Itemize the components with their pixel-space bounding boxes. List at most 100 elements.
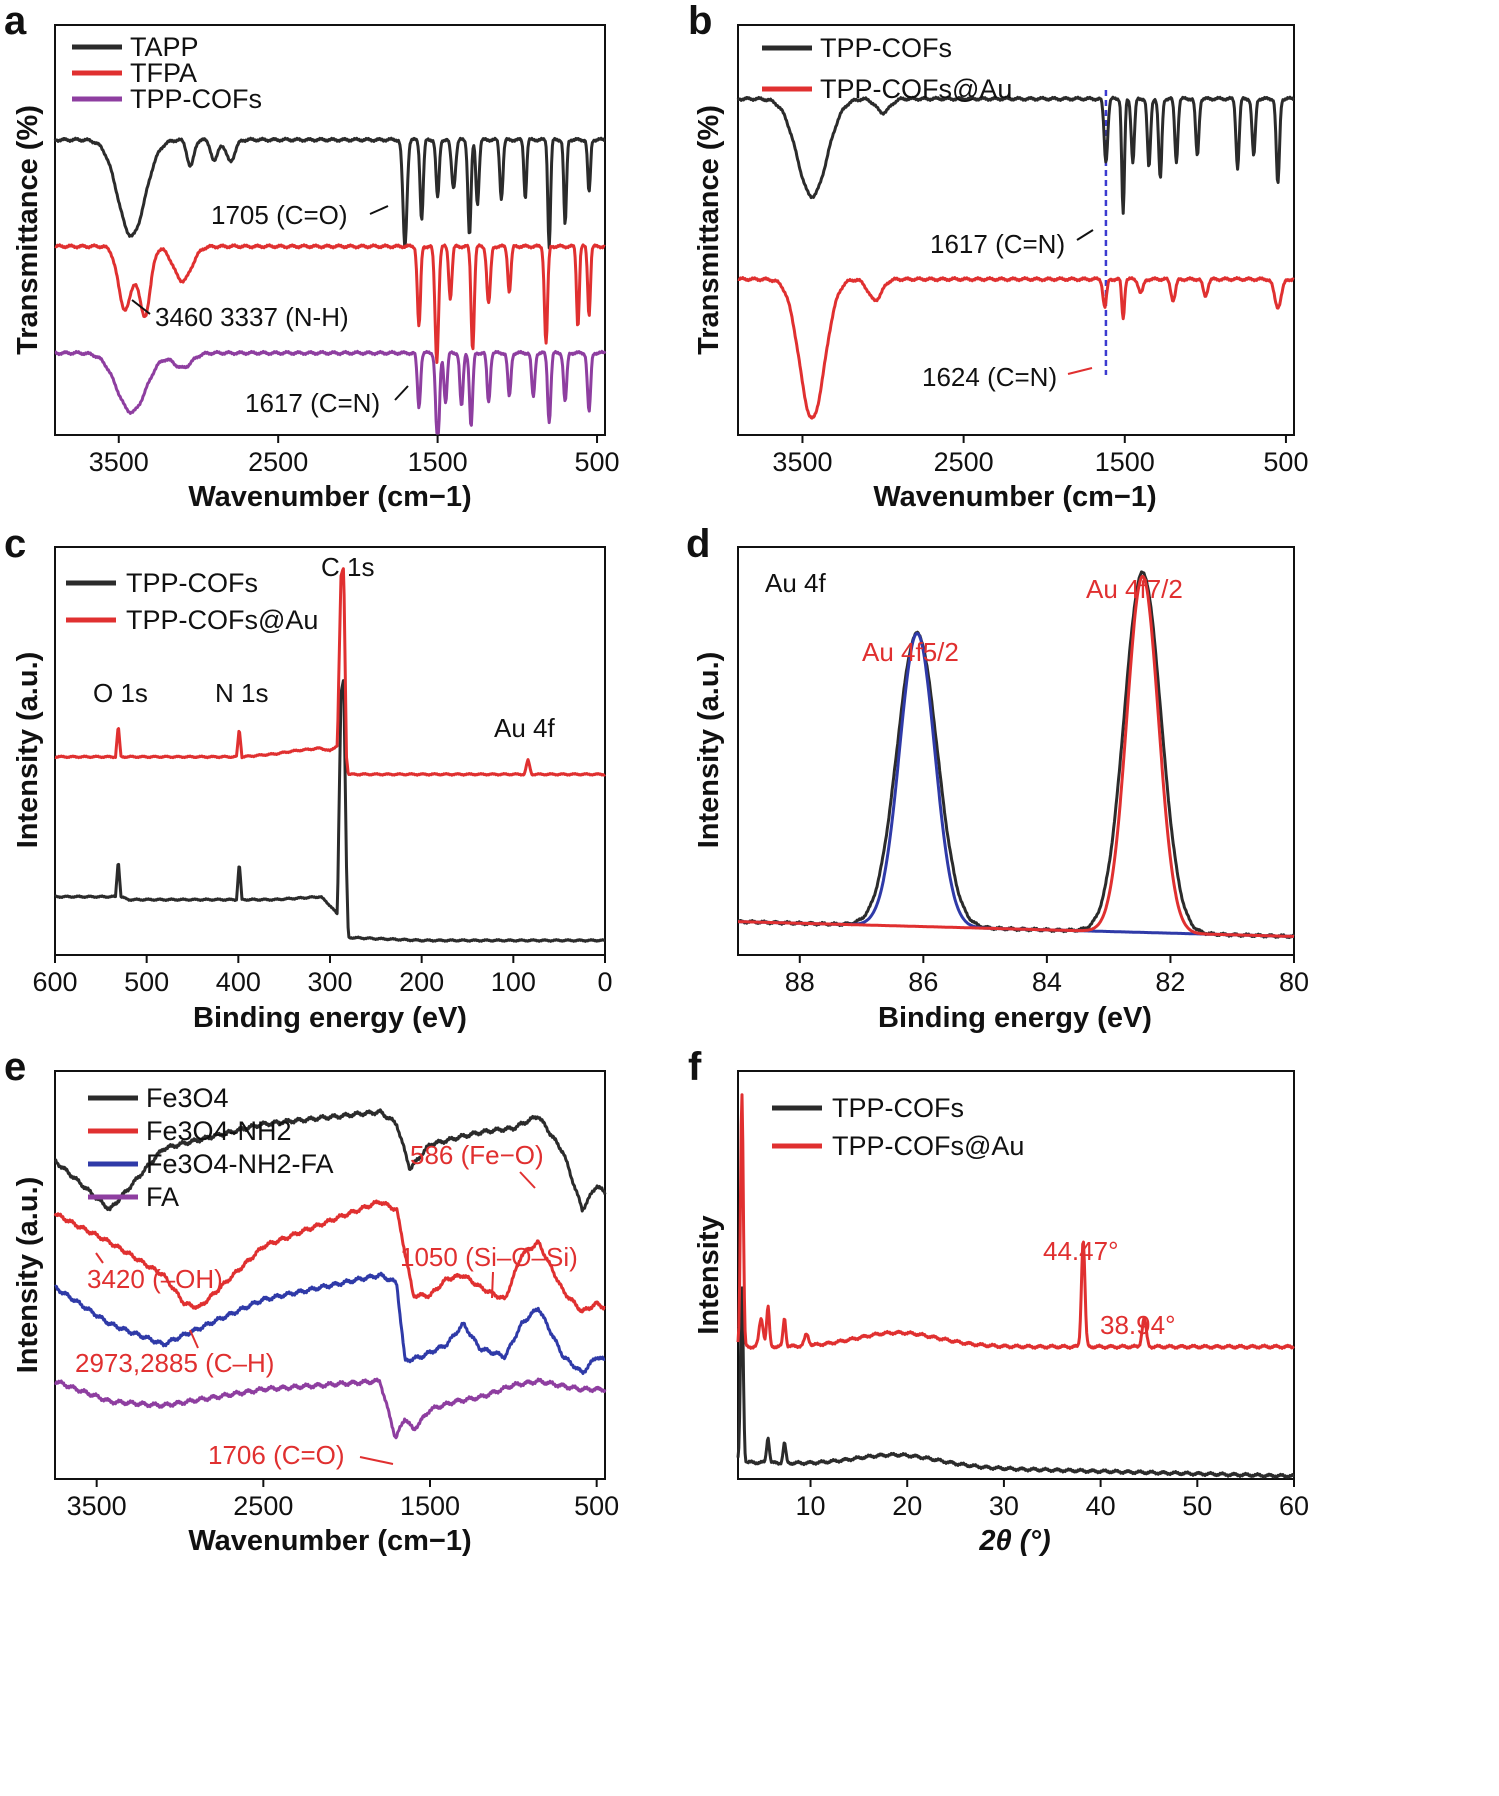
series-line-e-fe3o4 — [54, 1108, 607, 1213]
x-tick-label: 400 — [216, 967, 261, 997]
legend-c: TPP-COFs TPP-COFs@Au — [66, 568, 318, 635]
annotation-a-nh-leader — [131, 299, 151, 315]
series-line-e-fe3o4-nh2 — [53, 1199, 606, 1314]
annotation-a-1617-leader — [394, 385, 409, 401]
series-line-c-tpp-cofs — [54, 679, 606, 943]
x-tick-label: 60 — [1279, 1491, 1309, 1521]
inset-title-d: Au 4f — [765, 568, 826, 598]
legend-label-f-tpp-cofs-au: TPP-COFs@Au — [832, 1131, 1024, 1161]
series-line-d-au-4f5-2-component — [737, 631, 1295, 938]
plot-frame-d — [737, 546, 1295, 956]
panel-label-c: c — [4, 522, 26, 566]
ticks-f: 10 20 30 40 50 60 — [795, 1479, 1309, 1521]
x-tick-label: 3500 — [772, 447, 832, 477]
x-axis-label-b: Wavenumber (cm−1) — [873, 481, 1156, 513]
annotation-e-3420-leader — [95, 1252, 104, 1264]
series-line-c-tpp-cofs-au — [54, 567, 606, 777]
x-tick-label: 500 — [1263, 447, 1308, 477]
series-group-b — [736, 90, 1295, 420]
x-axis-label-f: 2θ (°) — [978, 1525, 1050, 1557]
legend-label-e-fe3o4-nh2-fa: Fe3O4-NH2-FA — [146, 1149, 334, 1179]
annotation-b-1617-leader — [1076, 229, 1094, 241]
legend-label-b-tpp-cofs-au: TPP-COFs@Au — [820, 74, 1012, 104]
legend-label-c-tpp-cofs: TPP-COFs — [126, 568, 258, 598]
legend-label-tapp: TAPP — [130, 32, 199, 62]
x-tick-label: 86 — [908, 967, 938, 997]
plot-frame-a — [54, 24, 606, 436]
annotation-f-3894: 38.94° — [1100, 1310, 1175, 1340]
y-axis-label-f: Intensity — [693, 1215, 725, 1334]
series-line-a-tpp-cofs — [54, 349, 607, 435]
x-axis-label-d: Binding energy (eV) — [878, 1002, 1152, 1034]
ticks-e: 3500 2500 1500 500 — [67, 1479, 619, 1521]
annotation-e-1050-leader — [491, 1271, 494, 1299]
x-tick-label: 50 — [1182, 1491, 1212, 1521]
legend-a: TAPP TFPA TPP-COFs — [72, 32, 262, 114]
x-axis-label-c: Binding energy (eV) — [193, 1002, 467, 1034]
annotation-b-1624: 1624 (C=N) — [922, 362, 1057, 392]
ticks-d: 88 86 84 82 80 — [785, 955, 1309, 997]
panel-label-e: e — [4, 1045, 26, 1089]
series-group-f — [736, 1093, 1295, 1479]
x-axis-label-a: Wavenumber (cm−1) — [188, 481, 471, 513]
panel-f: f 10 20 30 40 50 60 Intensity 2θ (°) TPP-COFs… — [688, 1045, 1309, 1557]
x-tick-label: 82 — [1155, 967, 1185, 997]
plot-frame-f — [737, 1070, 1295, 1480]
annotation-e-1706: 1706 (C=O) — [208, 1440, 345, 1470]
panel-label-f: f — [688, 1045, 702, 1089]
annotation-d-4f52: Au 4f5/2 — [862, 637, 959, 667]
annotation-e-1050: 1050 (Si–O–Si) — [400, 1242, 578, 1272]
annotation-e-1706-leader — [359, 1456, 394, 1465]
annotation-e-586: 586 (Fe−O) — [410, 1140, 544, 1170]
legend-label-tpp-cofs: TPP-COFs — [130, 84, 262, 114]
ticks-c: 600 500 400 300 200 100 0 — [32, 955, 613, 997]
x-tick-label: 1500 — [400, 1491, 460, 1521]
ticks-b: 3500 2500 1500 500 — [772, 435, 1308, 477]
legend-e: Fe3O4 Fe3O4-NH2 Fe3O4-NH2-FA FA — [88, 1083, 334, 1212]
annotation-e-ch: 2973,2885 (C–H) — [75, 1348, 274, 1378]
panel-label-b: b — [688, 0, 712, 43]
x-tick-label: 0 — [597, 967, 612, 997]
x-tick-label: 10 — [795, 1491, 825, 1521]
annotation-f-4447: 44.47° — [1043, 1236, 1118, 1266]
annotation-c-n1s: N 1s — [215, 678, 268, 708]
x-tick-label: 3500 — [89, 447, 149, 477]
series-group-d — [737, 570, 1296, 940]
plot-frame-b — [737, 24, 1295, 436]
annotation-b-1624-leader — [1067, 367, 1093, 375]
legend-label-b-tpp-cofs: TPP-COFs — [820, 33, 952, 63]
legend-label-tfpa: TFPA — [130, 58, 197, 88]
annotation-e-ch-leader — [189, 1329, 199, 1349]
legend-label-e-fa: FA — [146, 1182, 179, 1212]
x-tick-label: 2500 — [934, 447, 994, 477]
y-axis-label-a: Transmittance (%) — [12, 105, 44, 355]
panel-label-d: d — [686, 522, 710, 566]
plot-frame-e — [54, 1070, 606, 1480]
x-axis-label-e: Wavenumber (cm−1) — [188, 1525, 471, 1557]
annotation-c-c1s: C 1s — [321, 552, 374, 582]
x-tick-label: 500 — [574, 447, 619, 477]
series-line-f-tpp-cofs-au — [736, 1093, 1295, 1350]
legend-label-c-tpp-cofs-au: TPP-COFs@Au — [126, 605, 318, 635]
y-axis-label-b: Transmittance (%) — [693, 105, 725, 355]
y-axis-label-d: Intensity (a.u.) — [693, 652, 725, 849]
x-tick-label: 100 — [491, 967, 536, 997]
x-tick-label: 500 — [124, 967, 169, 997]
x-tick-label: 40 — [1086, 1491, 1116, 1521]
series-line-b-tpp-cofs — [736, 95, 1295, 215]
legend-label-e-fe3o4-nh2: Fe3O4-NH2 — [146, 1116, 292, 1146]
x-tick-label: 20 — [892, 1491, 922, 1521]
x-tick-label: 80 — [1279, 967, 1309, 997]
x-tick-label: 1500 — [1095, 447, 1155, 477]
series-line-e-fa — [54, 1377, 607, 1440]
legend-label-f-tpp-cofs: TPP-COFs — [832, 1093, 964, 1123]
series-line-a-tapp — [53, 136, 606, 250]
x-tick-label: 88 — [785, 967, 815, 997]
x-tick-label: 1500 — [408, 447, 468, 477]
series-group-c — [54, 567, 606, 943]
panel-a: a 3500 2500 1500 500 Transmittance (%) Wave… — [4, 0, 620, 513]
annotation-c-au4f: Au 4f — [494, 713, 555, 743]
legend-b: TPP-COFs TPP-COFs@Au — [762, 33, 1012, 104]
ticks-a: 3500 2500 1500 500 — [89, 435, 620, 477]
